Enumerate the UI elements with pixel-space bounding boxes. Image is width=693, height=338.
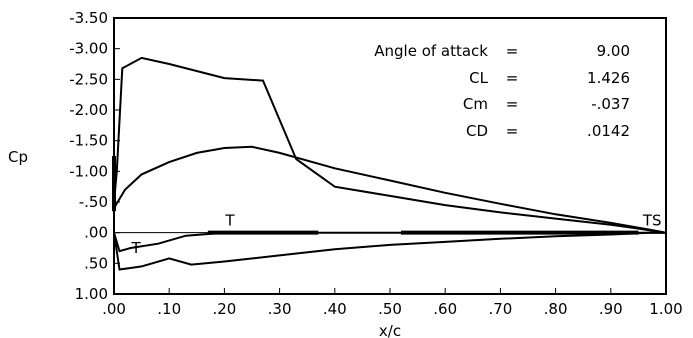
x-tick-label: 1.00	[649, 300, 682, 318]
y-tick-label: .50	[84, 254, 108, 272]
y-tick-label: -3.00	[69, 40, 108, 58]
annotation-eq-cm: =	[506, 95, 519, 113]
series-line-2	[113, 145, 667, 234]
y-tick-label: -1.00	[69, 162, 108, 180]
annotation-eq-cl: =	[506, 69, 519, 87]
annotation-eq-aoa: =	[506, 42, 519, 60]
x-tick-label: .40	[323, 300, 347, 318]
series-line-3	[113, 231, 666, 253]
annotation-value-cl: 1.426	[587, 69, 630, 87]
series-line-1	[113, 56, 667, 234]
annotation-label-cd: CD	[466, 122, 488, 140]
y-tick-label: -2.00	[69, 101, 108, 119]
transition-marker: TS	[642, 211, 662, 229]
annotation-value-aoa: 9.00	[597, 42, 630, 60]
x-tick-label: .10	[157, 300, 181, 318]
series-line-4	[113, 231, 666, 271]
annotation-value-cd: .0142	[587, 122, 630, 140]
x-tick-label: .70	[488, 300, 512, 318]
y-tick-label: -.50	[79, 193, 108, 211]
y-axis-label: Cp	[8, 148, 28, 166]
transition-marker: T	[224, 211, 235, 229]
annotation-label-cl: CL	[469, 69, 488, 87]
x-tick-label: .30	[268, 300, 292, 318]
annotation-eq-cd: =	[506, 122, 519, 140]
annotation-label-cm: Cm	[463, 95, 488, 113]
coefficient-annotations: Angle of attack = 9.00 CL = 1.426 Cm = -…	[374, 42, 630, 140]
y-tick-label: -1.50	[69, 132, 108, 150]
x-tick-label: .20	[212, 300, 236, 318]
transition-marker: T	[130, 239, 141, 257]
x-tick-label: .80	[544, 300, 568, 318]
y-tick-label: .00	[84, 224, 108, 242]
x-tick-label: .60	[433, 300, 457, 318]
x-tick-label: .50	[378, 300, 402, 318]
y-tick-label: 1.00	[75, 285, 108, 303]
x-tick-label: .00	[102, 300, 126, 318]
annotation-label-aoa: Angle of attack	[374, 42, 488, 60]
x-tick-label: .90	[599, 300, 623, 318]
x-axis-label: x/c	[379, 322, 401, 338]
y-tick-label: -2.50	[69, 70, 108, 88]
annotation-value-cm: -.037	[591, 95, 630, 113]
y-tick-label: -3.50	[69, 9, 108, 27]
